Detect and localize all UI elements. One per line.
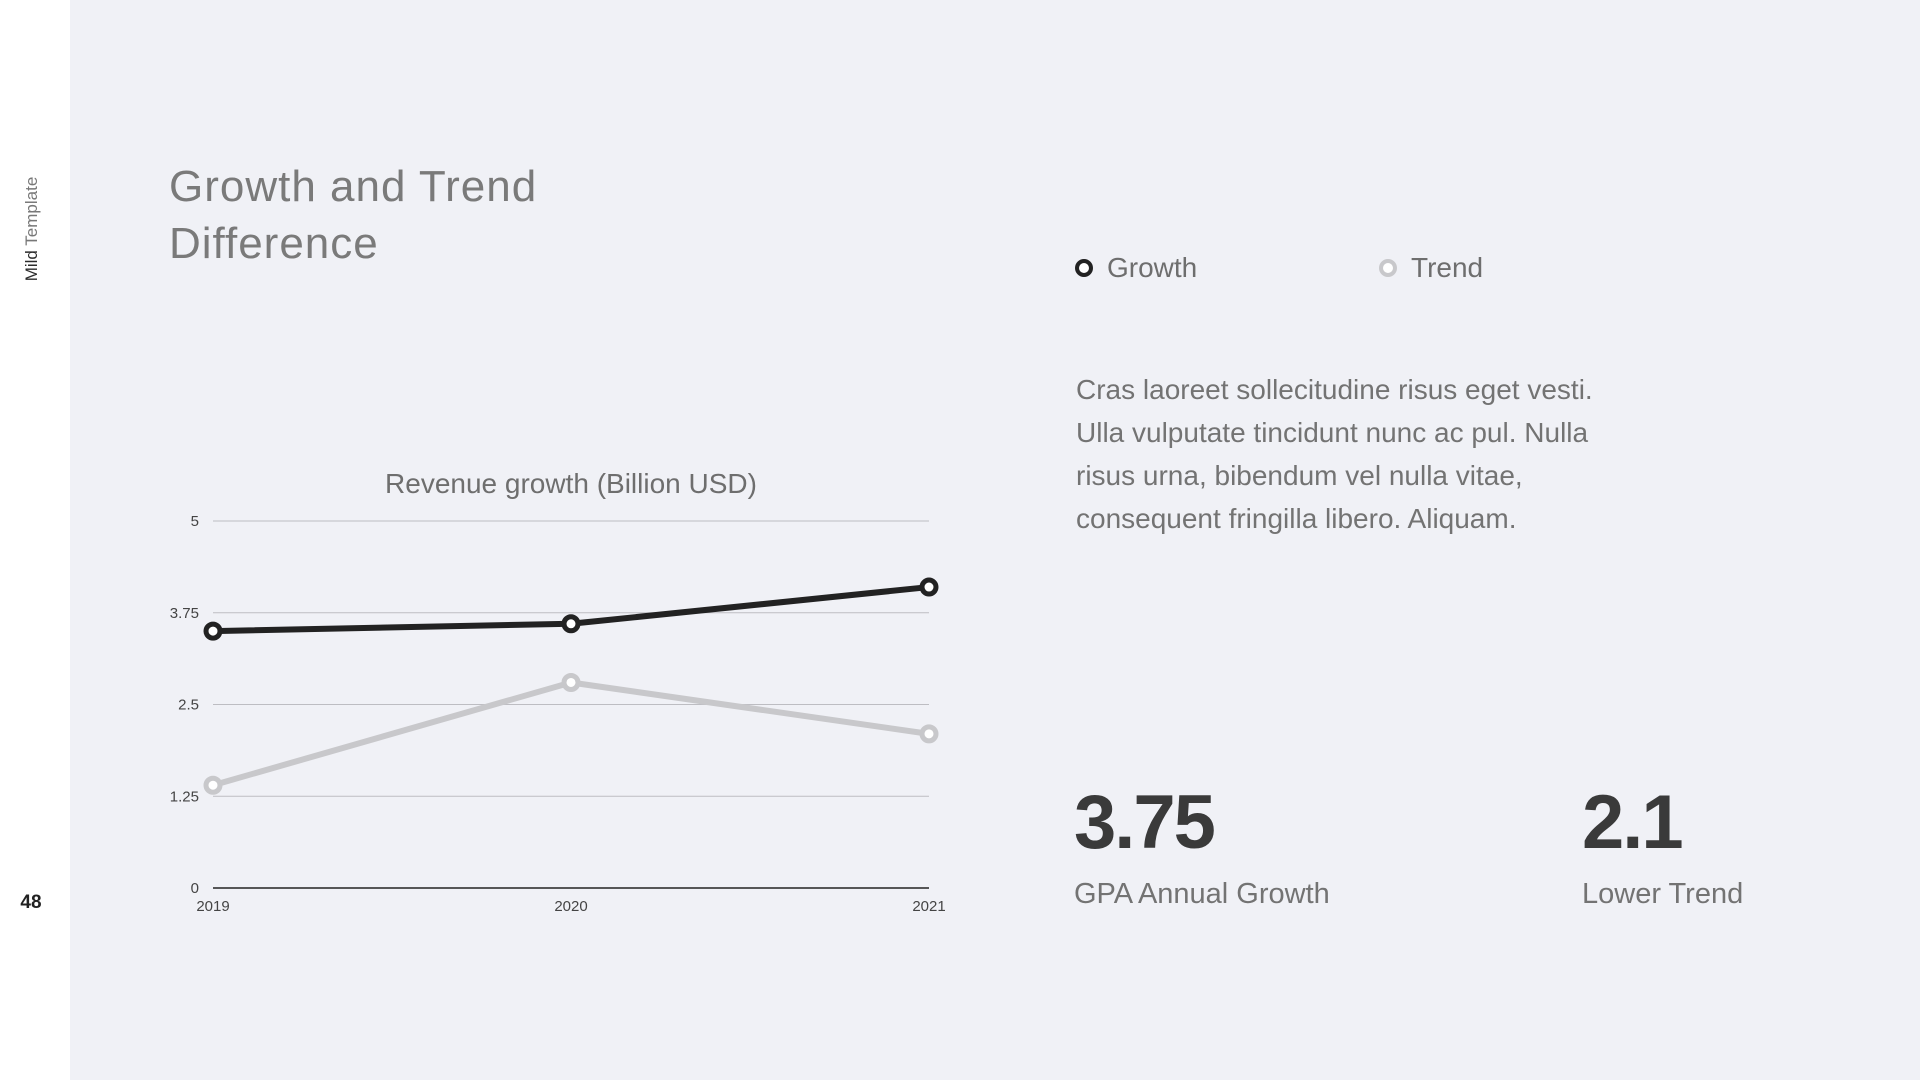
data-point-growth [919,577,939,597]
stat-value: 3.75 [1074,780,1216,865]
description-text: Cras laoreet sollecitudine risus eget ve… [1076,374,1593,534]
x-tick-label: 2021 [912,898,945,915]
data-point-trend [561,672,581,692]
y-tick-label: 5 [191,513,199,530]
x-tick-label: 2019 [196,898,229,915]
stat-label: Lower Trend [1582,878,1744,910]
y-tick-label: 2.5 [178,697,199,714]
y-tick-label: 0 [191,880,199,897]
stat-gpa-annual-growth: 3.75 GPA Annual Growth [1074,778,1330,911]
sidebar: Mild Template 48 [0,0,70,1080]
legend-label-growth: Growth [1107,252,1198,283]
series-line-trend [210,679,932,789]
y-tick-label: 3.75 [170,605,199,622]
slide-title: Growth and Trend Difference [169,162,538,268]
legend-marker-growth [1075,259,1093,277]
data-point-trend [919,724,939,744]
line-chart: 0 1.25 2.5 3.75 5 2019 2020 2021 [170,513,946,915]
data-point-trend [203,775,223,795]
y-tick-label: 1.25 [170,788,199,805]
legend-marker-trend [1379,259,1397,277]
stat-label: GPA Annual Growth [1074,878,1330,910]
legend-item-growth: Growth [1073,252,1197,284]
data-point-growth [203,621,223,641]
legend-item-trend: Trend [1377,252,1483,284]
stat-lower-trend: 2.1 Lower Trend [1582,778,1743,911]
data-point-growth [561,614,581,634]
stat-value: 2.1 [1582,780,1684,865]
page-number: 48 [20,892,42,913]
chart-title: Revenue growth (Billion USD) [385,468,757,499]
legend-label-trend: Trend [1411,252,1484,283]
x-tick-label: 2020 [554,898,587,915]
